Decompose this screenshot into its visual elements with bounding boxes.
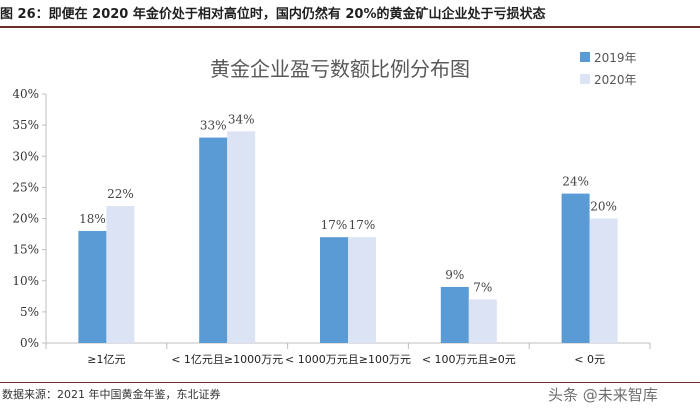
y-tick-label: 20% <box>12 212 39 226</box>
bar-value-label: 17% <box>349 218 376 232</box>
bar-2020 <box>468 299 497 343</box>
bar-value-label: 24% <box>562 175 589 189</box>
figure-title: 图 26：即便在 2020 年金价处于相对高位时，国内仍然有 20%的黄金矿山企… <box>0 7 546 22</box>
bar-2019 <box>440 286 469 343</box>
bar-2020 <box>589 218 618 343</box>
axes: 0% 5% 10% 15% 20% 25% 30% 35% 40% ≥1亿元 < 1亿元且≥1000… <box>12 87 651 366</box>
bar-value-label: 33% <box>200 119 227 133</box>
bar-value-label: 7% <box>473 280 492 294</box>
bar-2020 <box>106 206 135 343</box>
bar-chart: 黄金企业盈亏数额比例分布图 2019年 2020年 0% 5% 10% 15% 20% 25… <box>12 51 651 366</box>
source-note: 数据来源：2021 年中国黄金年鉴，东北证券 <box>2 388 221 401</box>
y-tick-label: 30% <box>12 149 39 163</box>
bar-2020 <box>348 237 376 343</box>
bar-2019 <box>78 230 107 343</box>
x-category-label: < 1000万元且≥100万元 <box>285 353 411 366</box>
x-category-label: < 100万元且≥0元 <box>422 353 516 366</box>
y-tick-label: 0% <box>20 336 39 350</box>
bar-value-label: 20% <box>590 200 617 214</box>
legend-swatch <box>580 52 590 62</box>
legend-label: 2020年 <box>594 73 637 87</box>
bottom-rule <box>0 382 700 383</box>
y-tick-label: 25% <box>12 180 39 194</box>
bar-value-label: 17% <box>321 218 348 232</box>
watermark-text: 头条 @未来智库 <box>548 386 658 404</box>
top-rule <box>0 26 700 28</box>
legend-label: 2019年 <box>594 51 637 65</box>
watermark: 头条 @未来智库 <box>548 383 658 407</box>
y-tick-label: 5% <box>20 305 39 319</box>
bar-value-label: 22% <box>107 187 134 201</box>
chart-title: 黄金企业盈亏数额比例分布图 <box>210 57 470 81</box>
legend: 2019年 2020年 <box>580 51 637 87</box>
y-tick-label: 15% <box>12 243 39 257</box>
y-tick-label: 35% <box>12 118 39 132</box>
bar-2020 <box>227 131 256 343</box>
bars <box>78 131 618 343</box>
data-labels: 18%22% 33% 34% 17% 17% 9% 7% 24%20% <box>79 112 617 294</box>
bar-value-label: 9% <box>445 268 464 282</box>
bar-value-label: 18% <box>79 212 106 226</box>
bar-2019 <box>320 237 348 343</box>
y-tick-label: 40% <box>12 87 39 101</box>
x-category-label: < 1亿元且≥1000万元 <box>171 353 283 366</box>
bar-2019 <box>561 193 590 343</box>
bar-value-label: 34% <box>228 112 255 126</box>
y-tick-label: 10% <box>12 274 39 288</box>
x-category-label: < 0元 <box>574 353 605 366</box>
bar-2019 <box>199 137 228 343</box>
x-category-label: ≥1亿元 <box>87 353 125 366</box>
legend-swatch <box>580 74 590 84</box>
